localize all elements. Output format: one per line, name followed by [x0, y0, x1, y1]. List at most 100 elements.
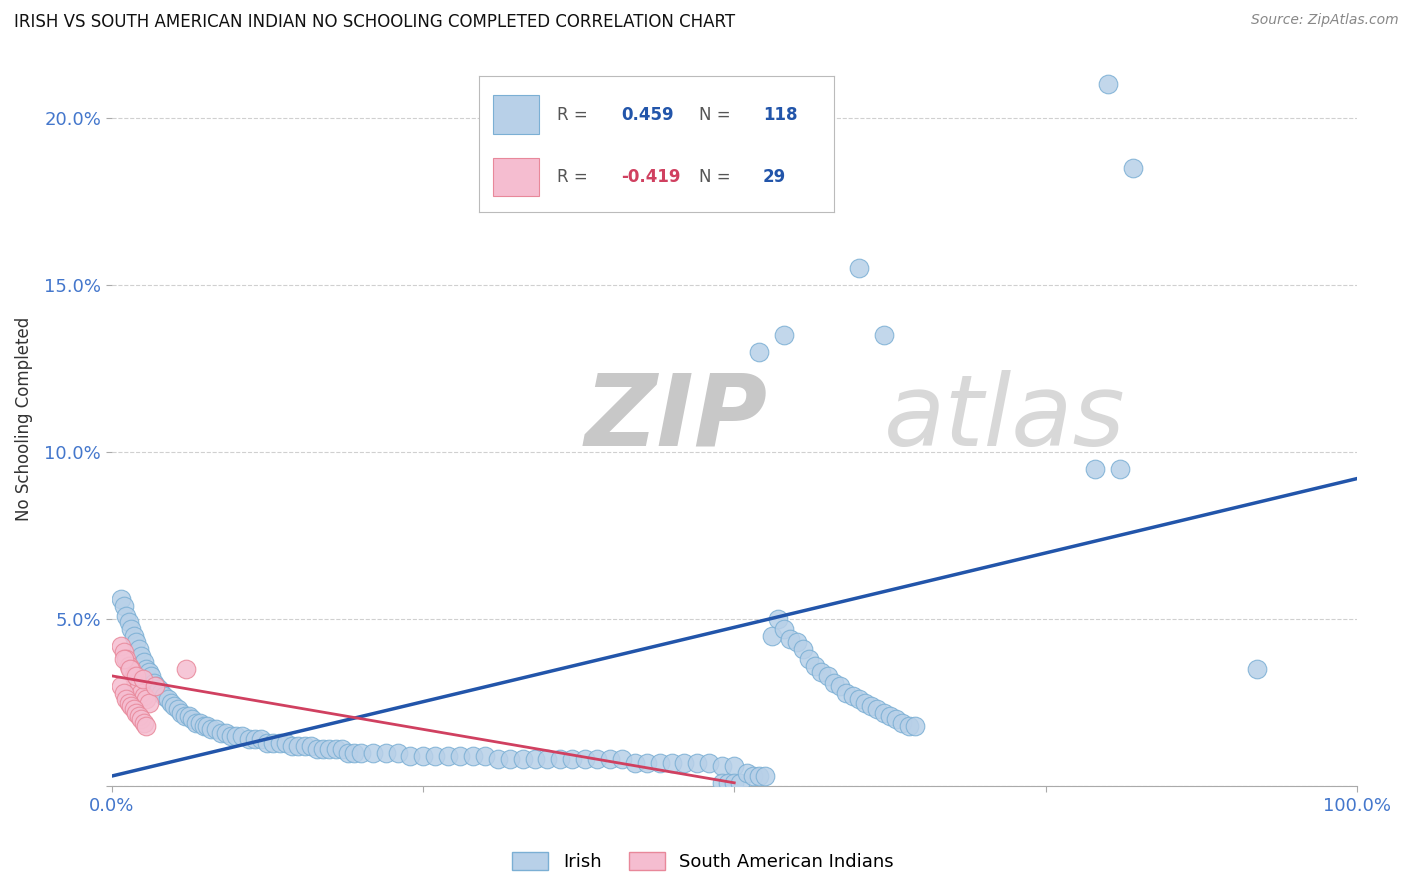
Point: [128, 709, 150, 723]
Point: [197, 719, 219, 733]
Point: [112, 599, 135, 613]
Point: [128, 642, 150, 657]
Point: [131, 648, 153, 663]
Point: [773, 327, 796, 342]
Point: [153, 689, 176, 703]
Point: [361, 746, 384, 760]
Point: [125, 706, 148, 720]
Text: IRISH VS SOUTH AMERICAN INDIAN NO SCHOOLING COMPLETED CORRELATION CHART: IRISH VS SOUTH AMERICAN INDIAN NO SCHOOL…: [14, 13, 735, 31]
Point: [193, 719, 215, 733]
Point: [118, 696, 141, 710]
Point: [150, 685, 173, 699]
Point: [205, 723, 228, 737]
Point: [294, 739, 316, 753]
Point: [281, 739, 304, 753]
Point: [243, 732, 266, 747]
Point: [723, 776, 745, 790]
Point: [200, 723, 222, 737]
Point: [132, 689, 155, 703]
Point: [461, 749, 484, 764]
Point: [156, 692, 179, 706]
Point: [122, 629, 145, 643]
Point: [1084, 461, 1107, 475]
Point: [686, 756, 709, 770]
Point: [387, 746, 409, 760]
Point: [120, 662, 142, 676]
Text: ZIP: ZIP: [585, 370, 768, 467]
Point: [486, 752, 509, 766]
Point: [884, 712, 907, 726]
Point: [132, 715, 155, 730]
Point: [710, 776, 733, 790]
Point: [561, 752, 583, 766]
Point: [735, 765, 758, 780]
Point: [120, 622, 142, 636]
Point: [412, 749, 434, 764]
Point: [135, 662, 157, 676]
Point: [673, 756, 696, 770]
Point: [374, 746, 396, 760]
Point: [110, 679, 132, 693]
Point: [1122, 161, 1144, 175]
Point: [135, 692, 157, 706]
Point: [474, 749, 496, 764]
Point: [891, 715, 914, 730]
Point: [148, 682, 170, 697]
Point: [599, 752, 621, 766]
Point: [399, 749, 422, 764]
Point: [425, 749, 447, 764]
Point: [786, 635, 808, 649]
Point: [343, 746, 366, 760]
Point: [499, 752, 522, 766]
Point: [112, 685, 135, 699]
Point: [623, 756, 645, 770]
Point: [122, 702, 145, 716]
Point: [612, 752, 634, 766]
Point: [748, 769, 770, 783]
Point: [219, 729, 242, 743]
Point: [848, 260, 870, 275]
Point: [299, 739, 322, 753]
Point: [823, 675, 845, 690]
Point: [835, 685, 858, 699]
Point: [904, 719, 927, 733]
Point: [897, 719, 920, 733]
Point: [524, 752, 547, 766]
Point: [174, 662, 197, 676]
Point: [115, 692, 138, 706]
Point: [586, 752, 609, 766]
Point: [120, 698, 142, 713]
Point: [699, 756, 721, 770]
Y-axis label: No Schooling Completed: No Schooling Completed: [15, 317, 32, 521]
Point: [318, 742, 340, 756]
Point: [128, 679, 150, 693]
Point: [512, 752, 534, 766]
Point: [181, 712, 204, 726]
Point: [1109, 461, 1132, 475]
Point: [1097, 77, 1119, 91]
Point: [873, 706, 896, 720]
Point: [120, 662, 142, 676]
Point: [574, 752, 596, 766]
Point: [166, 702, 188, 716]
Point: [110, 591, 132, 606]
Point: [186, 715, 208, 730]
Point: [145, 679, 167, 693]
Point: [661, 756, 683, 770]
Point: [730, 776, 752, 790]
Point: [648, 756, 671, 770]
Point: [188, 715, 211, 730]
Point: [349, 746, 371, 760]
Text: Source: ZipAtlas.com: Source: ZipAtlas.com: [1251, 13, 1399, 28]
Point: [792, 642, 814, 657]
Point: [325, 742, 347, 756]
Point: [125, 669, 148, 683]
Point: [717, 776, 740, 790]
Point: [125, 635, 148, 649]
Point: [742, 769, 765, 783]
Point: [118, 615, 141, 630]
Point: [312, 742, 335, 756]
Point: [118, 658, 141, 673]
Point: [115, 652, 138, 666]
Point: [125, 675, 148, 690]
